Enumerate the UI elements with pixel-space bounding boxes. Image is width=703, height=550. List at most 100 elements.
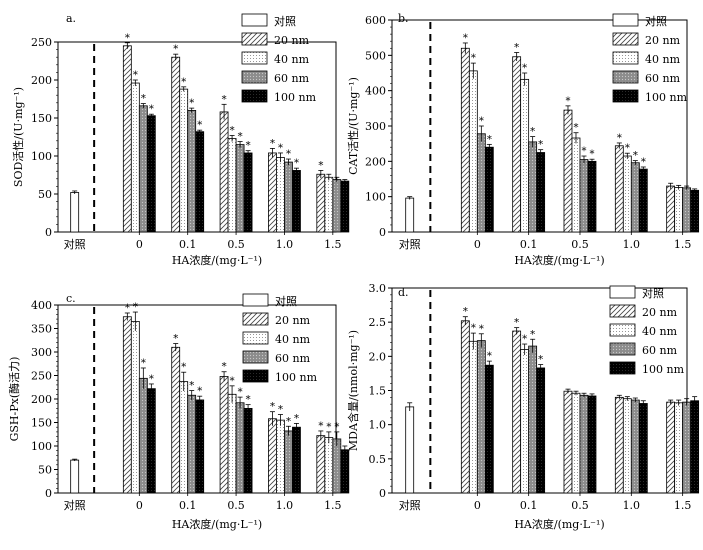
significance-mark: * (326, 422, 331, 433)
bar-control (70, 459, 80, 494)
bar-20nm-0.1 (171, 346, 181, 494)
legend-label: 100 nm (275, 371, 318, 384)
panel-label: c. (66, 292, 76, 305)
x-tick-label: 1.0 (623, 499, 641, 512)
x-axis-label: HA浓度/(mg·L⁻¹) (172, 517, 262, 531)
y-tick-label: 50 (38, 188, 52, 201)
x-tick-label: 1.5 (324, 499, 342, 512)
legend-swatch (609, 361, 636, 375)
significance-mark: * (125, 33, 130, 44)
legend-label: 60 nm (274, 72, 310, 85)
legend: 对照 20 nm 40 nm 60 nm 100 nm (242, 293, 318, 384)
significance-mark: * (197, 386, 202, 397)
significance-mark: * (189, 381, 194, 392)
significance-mark: * (230, 125, 235, 136)
bar-100nm-0.5 (243, 152, 253, 233)
x-tick-label: 0 (136, 499, 143, 512)
y-tick-label: 100 (31, 440, 52, 453)
legend-label: 60 nm (645, 72, 681, 85)
y-tick-label: 200 (31, 393, 52, 406)
significance-mark: * (189, 98, 194, 109)
legend-label: 60 nm (642, 344, 678, 357)
significance-mark: * (270, 138, 275, 149)
y-tick-label: 50 (38, 464, 52, 477)
x-axis-label: HA浓度/(mg·L⁻¹) (514, 253, 604, 267)
bar-20nm-1.5 (316, 435, 326, 494)
significance-mark: * (514, 318, 519, 329)
significance-mark: * (318, 160, 323, 171)
significance-mark: * (641, 157, 646, 168)
y-tick-label: 0.5 (369, 453, 387, 466)
legend-label: 100 nm (645, 91, 688, 104)
bar-40nm-0 (468, 340, 478, 494)
x-tick-label: 0.1 (520, 238, 538, 251)
bar-20nm-0 (122, 45, 132, 233)
bar-20nm-0.5 (219, 111, 229, 233)
bar-100nm-1.5 (340, 180, 350, 233)
bar-20nm-1.0 (614, 145, 624, 233)
y-axis-label: CAT活性/(U·mg⁻¹) (346, 77, 360, 175)
significance-mark: * (222, 94, 227, 105)
y-tick-label: 500 (365, 49, 386, 62)
bar-20nm-0 (460, 320, 470, 494)
y-tick-label: 1.5 (369, 385, 387, 398)
x-tick-label: 1.5 (324, 238, 342, 251)
y-tick-label: 2.0 (369, 350, 387, 363)
significance-mark: * (149, 104, 154, 115)
bar-60nm-0.1 (528, 141, 538, 233)
y-axis-label: SOD活性/(U·mg⁻¹) (11, 87, 25, 187)
significance-mark: * (125, 303, 130, 314)
significance-mark: * (230, 376, 235, 387)
x-tick-label: 0.5 (227, 499, 245, 512)
bar-40nm-0.1 (179, 88, 189, 233)
legend-label: 对照 (642, 286, 664, 300)
significance-mark: * (133, 70, 138, 81)
legend-swatch (241, 70, 268, 84)
y-tick-label: 200 (31, 74, 52, 87)
y-tick-label: 400 (31, 299, 52, 312)
x-tick-label: 0 (474, 238, 481, 251)
y-tick-label: 400 (365, 85, 386, 98)
bar-100nm-0 (146, 388, 156, 494)
y-tick-label: 300 (31, 346, 52, 359)
y-tick-label: 1.0 (369, 419, 387, 432)
bar-20nm-1.5 (666, 401, 676, 494)
bar-100nm-0.5 (587, 395, 597, 494)
bar-control (70, 192, 80, 233)
bar-60nm-1.5 (332, 438, 342, 494)
bar-100nm-0 (484, 146, 494, 233)
y-tick-label: 300 (365, 120, 386, 133)
bar-40nm-0.1 (179, 381, 189, 494)
significance-mark: * (286, 416, 291, 427)
bar-60nm-0.5 (235, 144, 245, 233)
legend-swatch (612, 51, 639, 65)
bar-60nm-0 (476, 133, 486, 233)
y-tick-label: 250 (31, 370, 52, 383)
significance-mark: * (463, 33, 468, 44)
significance-mark: * (197, 120, 202, 131)
significance-mark: * (133, 302, 138, 313)
bar-100nm-0 (484, 364, 494, 494)
significance-mark: * (278, 143, 283, 154)
significance-mark: * (565, 96, 570, 107)
y-tick-label: 600 (365, 14, 386, 27)
bar-60nm-0.5 (235, 402, 245, 494)
bar-control (405, 197, 415, 233)
bar-60nm-1.0 (284, 430, 293, 494)
bar-20nm-0 (122, 316, 132, 494)
significance-mark: * (589, 149, 594, 160)
bar-60nm-0.5 (579, 394, 589, 494)
bar-40nm-1.0 (622, 398, 632, 494)
significance-mark: * (633, 151, 638, 162)
bar-40nm-1.0 (276, 157, 285, 233)
bar-100nm-1.5 (690, 189, 700, 233)
legend-swatch (242, 369, 269, 383)
legend-label: 40 nm (645, 53, 681, 66)
y-tick-label: 2.5 (369, 316, 387, 329)
x-tick-label: 1.0 (276, 238, 294, 251)
legend-label: 20 nm (274, 34, 310, 47)
bar-20nm-0.5 (219, 376, 229, 494)
bar-20nm-0.1 (512, 330, 522, 494)
significance-mark: * (181, 77, 186, 88)
